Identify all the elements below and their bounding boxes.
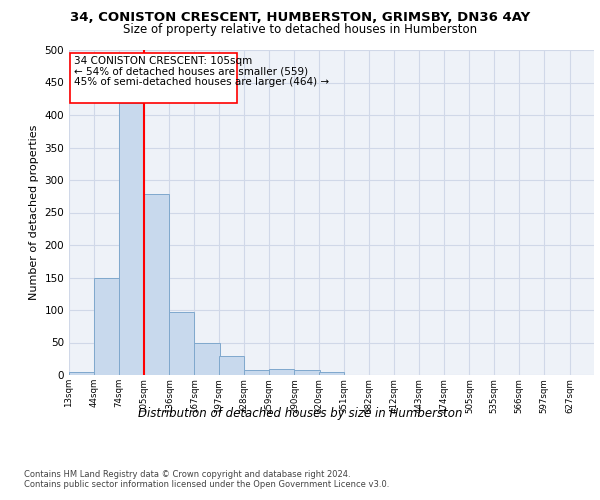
Y-axis label: Number of detached properties: Number of detached properties (29, 125, 39, 300)
Text: Contains public sector information licensed under the Open Government Licence v3: Contains public sector information licen… (24, 480, 389, 489)
Bar (269, 368, 295, 375)
Bar (219, 356, 244, 375)
Bar (244, 370, 269, 375)
Bar (295, 370, 320, 375)
Text: 34, CONISTON CRESCENT, HUMBERSTON, GRIMSBY, DN36 4AY: 34, CONISTON CRESCENT, HUMBERSTON, GRIMS… (70, 11, 530, 24)
FancyBboxPatch shape (70, 52, 238, 104)
Bar (69, 372, 94, 375)
Text: Size of property relative to detached houses in Humberston: Size of property relative to detached ho… (123, 22, 477, 36)
Bar (94, 278, 119, 375)
Text: 45% of semi-detached houses are larger (464) →: 45% of semi-detached houses are larger (… (74, 78, 329, 88)
Text: Contains HM Land Registry data © Crown copyright and database right 2024.: Contains HM Land Registry data © Crown c… (24, 470, 350, 479)
Text: Distribution of detached houses by size in Humberston: Distribution of detached houses by size … (138, 408, 462, 420)
Bar (319, 372, 344, 375)
Bar (119, 104, 144, 375)
Text: ← 54% of detached houses are smaller (559): ← 54% of detached houses are smaller (55… (74, 67, 308, 77)
Bar (169, 312, 194, 375)
Bar (194, 343, 220, 375)
Bar (144, 194, 169, 375)
Text: 34 CONISTON CRESCENT: 105sqm: 34 CONISTON CRESCENT: 105sqm (74, 56, 252, 66)
